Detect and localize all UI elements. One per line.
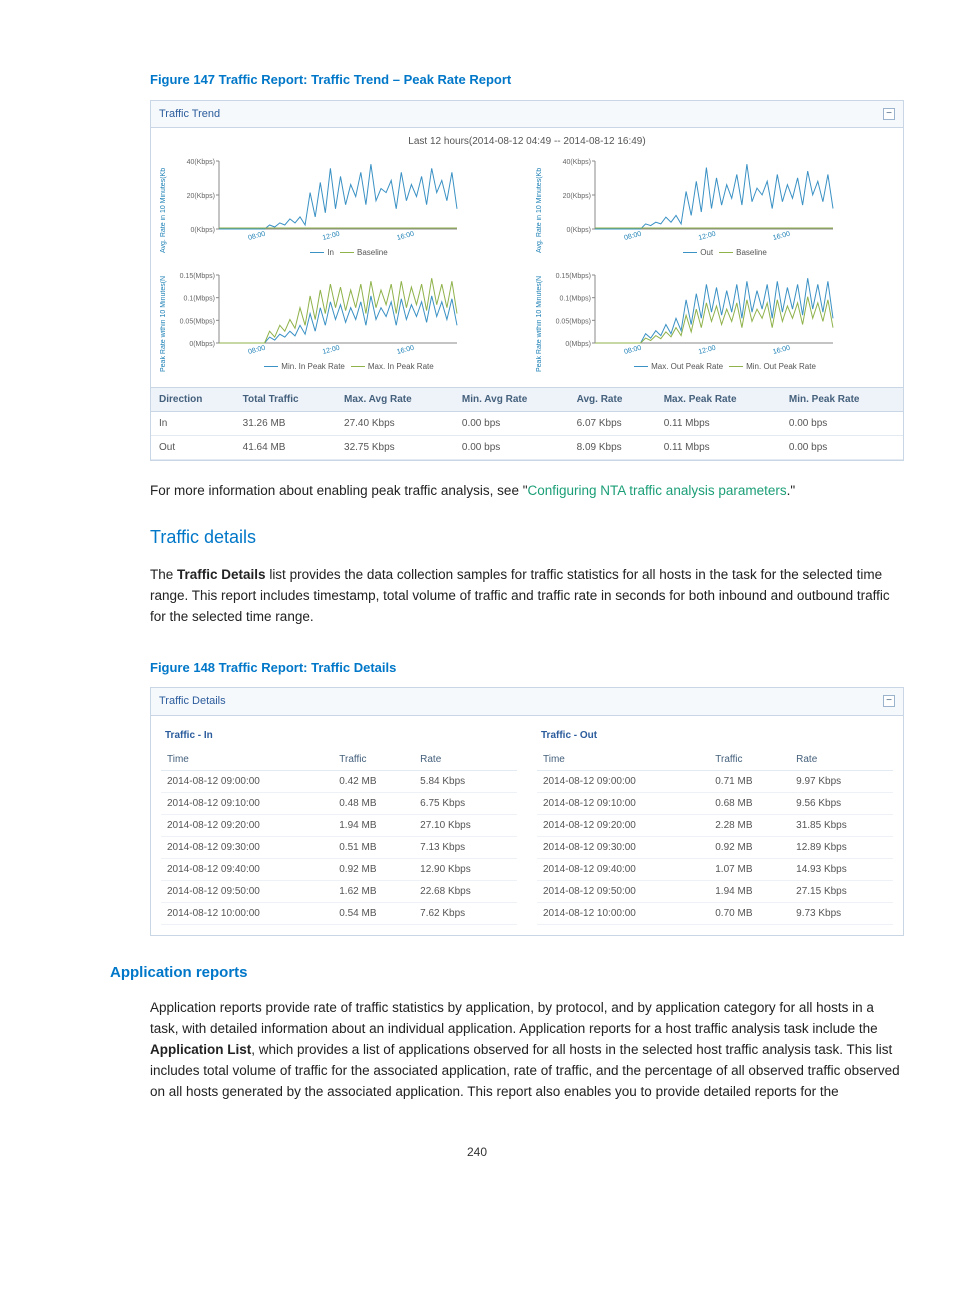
table-row: 2014-08-12 09:50:001.94 MB27.15 Kbps xyxy=(537,880,893,902)
collapse-icon[interactable]: − xyxy=(883,108,895,120)
table-row: 2014-08-12 09:10:000.48 MB6.75 Kbps xyxy=(161,792,517,814)
chart-legend: Max. Out Peak RateMin. Out Peak Rate xyxy=(549,359,895,379)
traffic-in-table: TimeTrafficRate 2014-08-12 09:00:000.42 … xyxy=(161,749,517,925)
mini-chart: Avg. Rate in 10 Minutes(Kb 40(Kbps) 20(Kbp… xyxy=(535,155,895,265)
heading-application-reports: Application reports xyxy=(110,962,904,985)
table-row: 2014-08-12 09:40:000.92 MB12.90 Kbps xyxy=(161,858,517,880)
svg-text:20(Kbps): 20(Kbps) xyxy=(187,193,215,200)
table-row: 2014-08-12 09:30:000.92 MB12.89 Kbps xyxy=(537,836,893,858)
chart-svg: 0.15(Mbps) 0.1(Mbps) 0.05(Mbps) 0(Mbps) 08:0… xyxy=(549,269,839,359)
svg-text:08:00: 08:00 xyxy=(623,345,642,356)
td-header: Traffic xyxy=(709,749,790,771)
charts-grid: Avg. Rate in 10 Minutes(Kb 40(Kbps) 20(Kbp… xyxy=(151,155,903,387)
td-header: Time xyxy=(537,749,709,771)
traffic-trend-panel: Traffic Trend − Last 12 hours(2014-08-12… xyxy=(150,100,904,462)
mini-chart: Peak Rate within 10 Minutes(N0.15(Mbps)0… xyxy=(159,269,519,379)
svg-text:0.1(Mbps): 0.1(Mbps) xyxy=(183,296,215,303)
chart-svg: 40(Kbps) 20(Kbps) 0(Kbps) 08:00 12:00 16:00 xyxy=(173,155,463,245)
svg-text:16:00: 16:00 xyxy=(772,231,791,242)
svg-text:16:00: 16:00 xyxy=(772,345,791,356)
table-row: 2014-08-12 09:00:000.42 MB5.84 Kbps xyxy=(161,770,517,792)
traffic-in-column: Traffic - In TimeTrafficRate 2014-08-12 … xyxy=(161,724,517,925)
svg-text:12:00: 12:00 xyxy=(322,345,341,356)
svg-text:0.1(Mbps): 0.1(Mbps) xyxy=(559,296,591,303)
link-configuring-nta[interactable]: Configuring NTA traffic analysis paramet… xyxy=(528,483,787,498)
para-enable-peak: For more information about enabling peak… xyxy=(150,481,904,502)
chart-legend: InBaseline xyxy=(173,245,519,265)
traffic-details-title: Traffic Details xyxy=(159,693,226,710)
svg-text:0(Kbps): 0(Kbps) xyxy=(190,227,215,234)
svg-text:12:00: 12:00 xyxy=(698,345,717,356)
td-header: Traffic xyxy=(333,749,414,771)
td-header: Rate xyxy=(414,749,517,771)
svg-text:0(Mbps): 0(Mbps) xyxy=(565,341,591,348)
collapse-icon[interactable]: − xyxy=(883,695,895,707)
para-traffic-details: The Traffic Details list provides the da… xyxy=(150,565,904,628)
td-header: Time xyxy=(161,749,333,771)
heading-traffic-details: Traffic details xyxy=(150,524,904,551)
svg-text:16:00: 16:00 xyxy=(396,345,415,356)
figure-148-caption: Figure 148 Traffic Report: Traffic Detai… xyxy=(150,658,904,678)
traffic-out-table: TimeTrafficRate 2014-08-12 09:00:000.71 … xyxy=(537,749,893,925)
svg-text:0.15(Mbps): 0.15(Mbps) xyxy=(180,273,215,280)
traffic-details-panel-header: Traffic Details − xyxy=(151,688,903,716)
traffic-trend-subtitle: Last 12 hours(2014-08-12 04:49 -- 2014-0… xyxy=(151,128,903,155)
traffic-trend-summary-table: DirectionTotal TrafficMax. Avg RateMin. … xyxy=(151,387,903,460)
svg-text:0(Kbps): 0(Kbps) xyxy=(566,227,591,234)
summary-header: Max. Avg Rate xyxy=(336,388,454,412)
summary-header: Direction xyxy=(151,388,235,412)
table-row: 2014-08-12 09:30:000.51 MB7.13 Kbps xyxy=(161,836,517,858)
traffic-trend-panel-header: Traffic Trend − xyxy=(151,101,903,129)
svg-text:08:00: 08:00 xyxy=(247,231,266,242)
traffic-out-title: Traffic - Out xyxy=(537,724,893,749)
svg-text:0.05(Mbps): 0.05(Mbps) xyxy=(180,318,215,325)
table-row: 2014-08-12 10:00:000.70 MB9.73 Kbps xyxy=(537,902,893,924)
summary-header: Total Traffic xyxy=(235,388,336,412)
y-axis-label: Avg. Rate in 10 Minutes(Kb xyxy=(159,155,173,265)
mini-chart: Peak Rate within 10 Minutes(N0.15(Mbps)0… xyxy=(535,269,895,379)
svg-text:0.05(Mbps): 0.05(Mbps) xyxy=(556,318,591,325)
table-row: 2014-08-12 09:20:002.28 MB31.85 Kbps xyxy=(537,814,893,836)
svg-text:20(Kbps): 20(Kbps) xyxy=(563,193,591,200)
traffic-out-column: Traffic - Out TimeTrafficRate 2014-08-12… xyxy=(537,724,893,925)
y-axis-label: Peak Rate within 10 Minutes(N xyxy=(159,269,173,379)
svg-text:12:00: 12:00 xyxy=(322,231,341,242)
td-header: Rate xyxy=(790,749,893,771)
traffic-in-title: Traffic - In xyxy=(161,724,517,749)
svg-text:08:00: 08:00 xyxy=(623,231,642,242)
table-row: 2014-08-12 09:50:001.62 MB22.68 Kbps xyxy=(161,880,517,902)
chart-svg: 40(Kbps) 20(Kbps) 0(Kbps) 08:00 12:00 16:00 xyxy=(549,155,839,245)
chart-legend: Min. In Peak RateMax. In Peak Rate xyxy=(173,359,519,379)
chart-legend: OutBaseline xyxy=(549,245,895,265)
table-row: 2014-08-12 10:00:000.54 MB7.62 Kbps xyxy=(161,902,517,924)
summary-header: Min. Peak Rate xyxy=(781,388,903,412)
svg-text:16:00: 16:00 xyxy=(396,231,415,242)
svg-text:08:00: 08:00 xyxy=(247,345,266,356)
svg-text:12:00: 12:00 xyxy=(698,231,717,242)
mini-chart: Avg. Rate in 10 Minutes(Kb 40(Kbps) 20(Kbp… xyxy=(159,155,519,265)
chart-svg: 0.15(Mbps) 0.1(Mbps) 0.05(Mbps) 0(Mbps) 08:0… xyxy=(173,269,463,359)
summary-header: Min. Avg Rate xyxy=(454,388,569,412)
para-application-reports: Application reports provide rate of traf… xyxy=(150,998,904,1103)
page-number: 240 xyxy=(50,1143,904,1161)
svg-text:40(Kbps): 40(Kbps) xyxy=(187,159,215,166)
traffic-details-panel: Traffic Details − Traffic - In TimeTraff… xyxy=(150,687,904,936)
table-row: 2014-08-12 09:20:001.94 MB27.10 Kbps xyxy=(161,814,517,836)
svg-text:0(Mbps): 0(Mbps) xyxy=(189,341,215,348)
table-row: 2014-08-12 09:00:000.71 MB9.97 Kbps xyxy=(537,770,893,792)
figure-147-caption: Figure 147 Traffic Report: Traffic Trend… xyxy=(150,70,904,90)
y-axis-label: Avg. Rate in 10 Minutes(Kb xyxy=(535,155,549,265)
table-row: 2014-08-12 09:10:000.68 MB9.56 Kbps xyxy=(537,792,893,814)
svg-text:40(Kbps): 40(Kbps) xyxy=(563,159,591,166)
traffic-trend-title: Traffic Trend xyxy=(159,106,220,123)
svg-text:0.15(Mbps): 0.15(Mbps) xyxy=(556,273,591,280)
y-axis-label: Peak Rate within 10 Minutes(N xyxy=(535,269,549,379)
table-row: 2014-08-12 09:40:001.07 MB14.93 Kbps xyxy=(537,858,893,880)
table-row: In31.26 MB27.40 Kbps0.00 bps6.07 Kbps0.1… xyxy=(151,412,903,436)
summary-header: Max. Peak Rate xyxy=(656,388,781,412)
table-row: Out41.64 MB32.75 Kbps0.00 bps8.09 Kbps0.… xyxy=(151,436,903,460)
summary-header: Avg. Rate xyxy=(569,388,656,412)
